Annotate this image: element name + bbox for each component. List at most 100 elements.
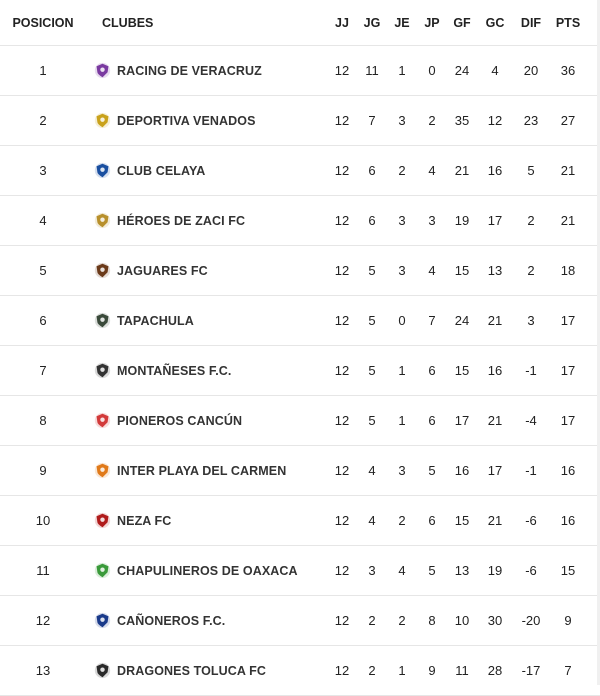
je-cell: 0 xyxy=(398,313,406,328)
jg-cell: 7 xyxy=(368,113,376,128)
jp-cell: 6 xyxy=(428,413,436,428)
club-cell[interactable]: CHAPULINEROS DE OAXACA xyxy=(94,546,334,595)
club-name[interactable]: TAPACHULA xyxy=(117,313,194,328)
dif-cell: 3 xyxy=(527,313,535,328)
jp-cell: 7 xyxy=(428,313,436,328)
club-name[interactable]: PIONEROS CANCÚN xyxy=(117,413,243,428)
header-posicion[interactable]: POSICION xyxy=(12,15,74,30)
scrollbar[interactable] xyxy=(597,0,600,685)
header-jj[interactable]: JJ xyxy=(335,15,349,30)
table-row[interactable]: 5 JAGUARES FC 12 5 3 4 15 13 2 18 xyxy=(0,246,600,296)
club-name[interactable]: RACING DE VERACRUZ xyxy=(117,63,262,78)
gf-cell: 35 xyxy=(454,113,470,128)
gf-cell: 15 xyxy=(454,363,470,378)
gf-cell: 24 xyxy=(454,313,470,328)
jj-cell: 12 xyxy=(334,63,350,78)
club-cell[interactable]: HÉROES DE ZACI FC xyxy=(94,196,334,245)
club-cell[interactable]: CLUB CELAYA xyxy=(94,146,334,195)
club-name[interactable]: JAGUARES FC xyxy=(117,263,208,278)
table-row[interactable]: 3 CLUB CELAYA 12 6 2 4 21 16 5 21 xyxy=(0,146,600,196)
inter-playa-crest-icon xyxy=(94,462,111,479)
je-cell: 2 xyxy=(398,613,406,628)
table-row[interactable]: 13 DRAGONES TOLUCA FC 12 2 1 9 11 28 -17 7 xyxy=(0,646,600,696)
club-cell[interactable]: DRAGONES TOLUCA FC xyxy=(94,646,334,695)
header-jp[interactable]: JP xyxy=(424,15,440,30)
position-cell: 4 xyxy=(39,213,47,228)
club-name[interactable]: DEPORTIVA VENADOS xyxy=(117,113,256,128)
club-name[interactable]: NEZA FC xyxy=(117,513,172,528)
gc-cell: 16 xyxy=(487,163,503,178)
table-row[interactable]: 7 MONTAÑESES F.C. 12 5 1 6 15 16 -1 17 xyxy=(0,346,600,396)
jj-cell: 12 xyxy=(334,463,350,478)
position-cell: 1 xyxy=(39,63,47,78)
table-body: 1 RACING DE VERACRUZ 12 11 1 0 24 4 20 36 2 DEPORTI… xyxy=(0,46,600,696)
club-name[interactable]: CHAPULINEROS DE OAXACA xyxy=(117,563,298,578)
position-cell: 12 xyxy=(35,613,51,628)
venados-crest-icon xyxy=(94,112,111,129)
dif-cell: 2 xyxy=(527,263,535,278)
jj-cell: 12 xyxy=(334,313,350,328)
header-dif[interactable]: DIF xyxy=(520,15,542,30)
gc-cell: 19 xyxy=(487,563,503,578)
je-cell: 4 xyxy=(398,563,406,578)
club-name[interactable]: HÉROES DE ZACI FC xyxy=(117,213,246,228)
table-row[interactable]: 6 TAPACHULA 12 5 0 7 24 21 3 17 xyxy=(0,296,600,346)
position-cell: 3 xyxy=(39,163,47,178)
club-cell[interactable]: CAÑONEROS F.C. xyxy=(94,596,334,645)
pts-cell: 7 xyxy=(564,663,572,678)
table-row[interactable]: 9 INTER PLAYA DEL CARMEN 12 4 3 5 16 17 -1 16 xyxy=(0,446,600,496)
header-je[interactable]: JE xyxy=(394,15,410,30)
tapachula-crest-icon xyxy=(94,312,111,329)
table-row[interactable]: 8 PIONEROS CANCÚN 12 5 1 6 17 21 -4 17 xyxy=(0,396,600,446)
club-name[interactable]: CAÑONEROS F.C. xyxy=(117,613,226,628)
gc-cell: 21 xyxy=(487,513,503,528)
table-row[interactable]: 12 CAÑONEROS F.C. 12 2 2 8 10 30 -20 9 xyxy=(0,596,600,646)
pts-cell: 21 xyxy=(560,163,576,178)
club-cell[interactable]: PIONEROS CANCÚN xyxy=(94,396,334,445)
gc-cell: 12 xyxy=(487,113,503,128)
club-cell[interactable]: DEPORTIVA VENADOS xyxy=(94,96,334,145)
je-cell: 3 xyxy=(398,113,406,128)
club-name[interactable]: DRAGONES TOLUCA FC xyxy=(117,663,267,678)
table-row[interactable]: 4 HÉROES DE ZACI FC 12 6 3 3 19 17 2 21 xyxy=(0,196,600,246)
je-cell: 1 xyxy=(398,63,406,78)
club-name[interactable]: MONTAÑESES F.C. xyxy=(117,363,232,378)
club-name[interactable]: INTER PLAYA DEL CARMEN xyxy=(117,463,287,478)
dif-cell: -20 xyxy=(521,613,541,628)
table-row[interactable]: 10 NEZA FC 12 4 2 6 15 21 -6 16 xyxy=(0,496,600,546)
gf-cell: 11 xyxy=(455,663,469,678)
jp-cell: 9 xyxy=(428,663,436,678)
table-row[interactable]: 11 CHAPULINEROS DE OAXACA 12 3 4 5 13 19 -6 15 xyxy=(0,546,600,596)
dif-cell: -17 xyxy=(521,663,541,678)
header-pts[interactable]: PTS xyxy=(555,15,581,30)
table-row[interactable]: 1 RACING DE VERACRUZ 12 11 1 0 24 4 20 36 xyxy=(0,46,600,96)
table-row[interactable]: 2 DEPORTIVA VENADOS 12 7 3 2 35 12 23 27 xyxy=(0,96,600,146)
club-cell[interactable]: NEZA FC xyxy=(94,496,334,545)
jj-cell: 12 xyxy=(334,263,350,278)
header-gc[interactable]: GC xyxy=(485,15,505,30)
position-cell: 9 xyxy=(39,463,47,478)
celaya-crest-icon xyxy=(94,162,111,179)
dif-cell: 23 xyxy=(523,113,539,128)
jj-cell: 12 xyxy=(334,213,350,228)
je-cell: 2 xyxy=(398,513,406,528)
club-cell[interactable]: JAGUARES FC xyxy=(94,246,334,295)
gf-cell: 21 xyxy=(454,163,470,178)
header-gf[interactable]: GF xyxy=(453,15,471,30)
header-clubes[interactable]: CLUBES xyxy=(102,15,154,30)
dif-cell: -1 xyxy=(525,463,537,478)
je-cell: 2 xyxy=(398,163,406,178)
club-cell[interactable]: TAPACHULA xyxy=(94,296,334,345)
club-cell[interactable]: INTER PLAYA DEL CARMEN xyxy=(94,446,334,495)
je-cell: 3 xyxy=(398,263,406,278)
club-name[interactable]: CLUB CELAYA xyxy=(117,163,206,178)
jg-cell: 5 xyxy=(368,263,376,278)
header-jg[interactable]: JG xyxy=(363,15,381,30)
pts-cell: 15 xyxy=(560,563,576,578)
gc-cell: 17 xyxy=(487,463,503,478)
jj-cell: 12 xyxy=(334,513,350,528)
club-cell[interactable]: RACING DE VERACRUZ xyxy=(94,46,334,95)
gc-cell: 21 xyxy=(487,313,503,328)
position-cell: 2 xyxy=(39,113,47,128)
club-cell[interactable]: MONTAÑESES F.C. xyxy=(94,346,334,395)
